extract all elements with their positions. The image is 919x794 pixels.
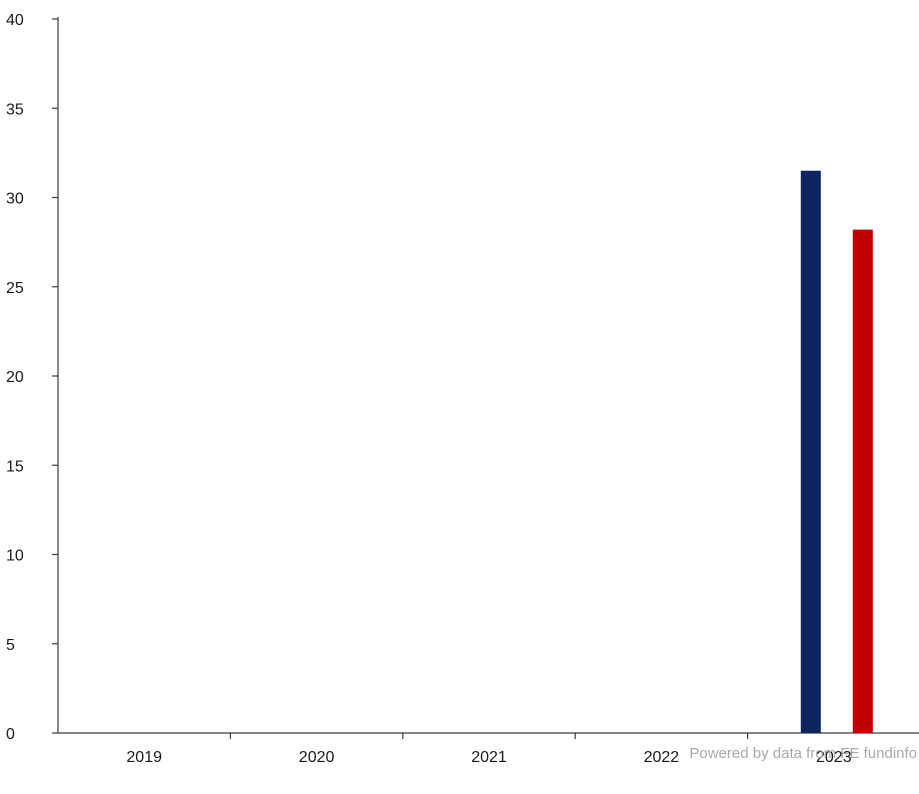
- x-tick-label: 2020: [299, 749, 335, 766]
- bars: [800, 170, 873, 734]
- x-tick-label: 2023: [816, 749, 852, 766]
- y-axis: 0 5 10 15 20 25 30 35 40: [6, 12, 59, 743]
- x-tick-label: 2022: [644, 749, 680, 766]
- y-tick-label: 5: [6, 637, 15, 654]
- bar-2023-series-2: [852, 229, 873, 733]
- x-tick-label: 2021: [471, 749, 507, 766]
- y-tick-label: 35: [6, 101, 24, 118]
- y-tick-label: 25: [6, 280, 24, 297]
- x-tick-label: 2019: [126, 749, 162, 766]
- y-tick-label: 15: [6, 458, 24, 475]
- y-tick-label: 0: [6, 726, 15, 743]
- x-axis: 2019 2020 2021 2022 2023: [58, 732, 919, 766]
- y-tick-label: 30: [6, 191, 24, 208]
- y-tick-label: 10: [6, 548, 24, 565]
- bar-2023-series-1: [800, 170, 821, 734]
- footer-credit: Powered by data from FE fundinfo: [689, 745, 917, 762]
- y-tick-label: 40: [6, 12, 24, 29]
- y-tick-label: 20: [6, 369, 24, 386]
